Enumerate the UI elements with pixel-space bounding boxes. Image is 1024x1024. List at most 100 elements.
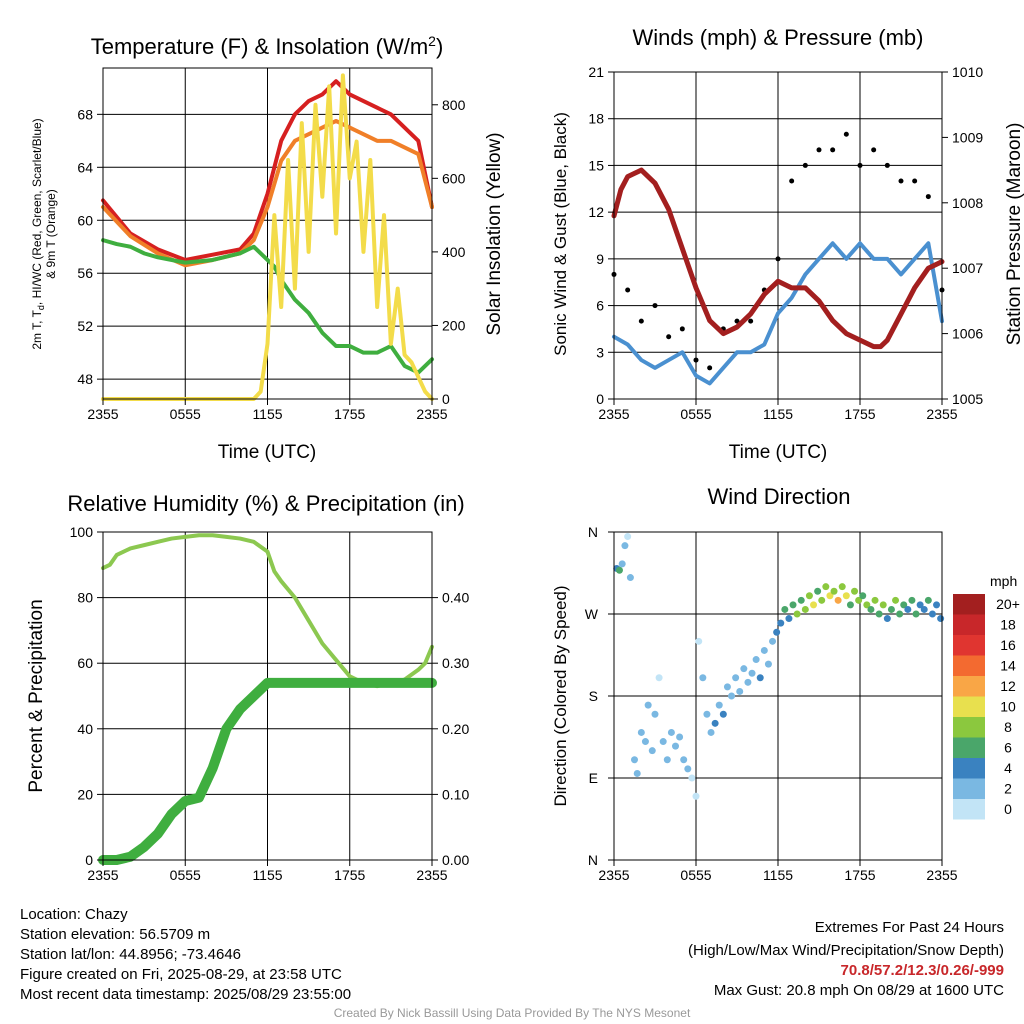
- x-tick-label: 2355: [598, 406, 629, 422]
- temperature-axes: 2355 0555 1155 1755 2355 48 52 56 60 64 68 0 200 400 6…: [77, 67, 466, 422]
- speed-legend: 20+ 18 16 14 12 10 8 6 4 2 0: [953, 594, 1020, 820]
- legend-swatch: [953, 635, 985, 656]
- y-tick-label: 6: [596, 298, 604, 314]
- direction-point: [834, 596, 842, 604]
- direction-point: [744, 678, 752, 686]
- recent-text: Most recent data timestamp: 2025/08/29 2…: [20, 986, 352, 1003]
- direction-point: [900, 601, 908, 609]
- direction-point: [855, 596, 863, 604]
- direction-point: [760, 646, 768, 654]
- direction-point: [797, 596, 805, 604]
- direction-point: [752, 656, 760, 664]
- direction-point: [615, 566, 623, 574]
- legend-label: 18: [1000, 617, 1016, 633]
- gust-point: [912, 178, 918, 184]
- direction-point: [644, 701, 652, 709]
- credit-text: Created By Nick Bassill Using Data Provi…: [333, 1006, 691, 1020]
- humidity-series: [98, 533, 437, 865]
- wind-axes: 2355 0555 1155 1755 235503691215182110051006…: [588, 64, 983, 422]
- temperature-xlabel: Time (UTC): [218, 442, 317, 463]
- direction-point: [883, 615, 891, 623]
- direction-point: [641, 738, 649, 746]
- elevation-text: Station elevation: 56.5709 m: [20, 926, 211, 943]
- plot-frame: [102, 531, 433, 861]
- direction-point: [631, 756, 638, 764]
- direction-point: [904, 605, 912, 613]
- y-right-tick-label: 0.00: [442, 852, 469, 868]
- direction-point: [637, 728, 645, 736]
- y-tick-label: 60: [77, 655, 93, 671]
- max-gust-text: Max Gust: 20.8 mph On 08/29 at 1600 UTC: [713, 982, 1004, 999]
- y-tick-label: 3: [596, 344, 604, 360]
- direction-point: [846, 601, 854, 609]
- created-text: Figure created on Fri, 2025-08-29, at 23…: [20, 966, 342, 983]
- y-tick-label: N: [588, 524, 598, 540]
- legend-swatch: [953, 655, 985, 676]
- x-tick-label: 1155: [252, 867, 282, 883]
- y-tick-label: 21: [588, 64, 604, 80]
- humidity-ylabel-left: Percent & Precipitation: [26, 599, 47, 792]
- legend-swatch: [953, 778, 985, 799]
- temperature-ylabel-right: Solar Insolation (Yellow): [484, 132, 505, 335]
- x-tick-label: 2355: [87, 406, 118, 422]
- legend-swatch: [953, 799, 985, 820]
- direction-point: [764, 660, 772, 668]
- legend-swatch: [953, 594, 985, 615]
- direction-point: [703, 710, 711, 718]
- y-tick-label: N: [588, 852, 598, 868]
- y-tick-label: 64: [77, 159, 93, 175]
- direction-point: [842, 592, 850, 600]
- direction-point: [707, 728, 715, 736]
- wind-grid: [614, 71, 942, 400]
- direction-panel: Wind Direction 2355 0555 1155 1755 2355NESWN…: [551, 484, 1020, 883]
- y-tick-label: 9: [596, 251, 604, 267]
- y-tick-label: 12: [588, 204, 604, 220]
- x-tick-label: 2355: [598, 867, 629, 883]
- direction-title: Wind Direction: [707, 484, 850, 509]
- extremes-block: Extremes For Past 24 Hours (High/Low/Max…: [688, 918, 1004, 1001]
- y-right-tick-label: 0.40: [442, 590, 469, 606]
- x-tick-label: 0555: [680, 867, 711, 883]
- legend-label: 2: [1004, 781, 1012, 797]
- direction-point: [633, 769, 641, 777]
- y-tick-label: E: [589, 770, 598, 786]
- direction-point: [684, 765, 692, 773]
- y-right-tick-label: 600: [442, 170, 466, 186]
- y-tick-label: 0: [85, 852, 93, 868]
- gust-point: [748, 318, 754, 324]
- direction-point: [781, 605, 789, 613]
- direction-point: [728, 692, 736, 700]
- y-tick-label: 56: [77, 265, 93, 281]
- direction-point: [896, 610, 904, 618]
- latlon-text: Station lat/lon: 44.8956; -73.4646: [20, 946, 242, 963]
- direction-point: [672, 742, 679, 750]
- direction-point: [667, 728, 675, 736]
- direction-point: [719, 710, 727, 718]
- legend-label: 6: [1004, 740, 1012, 756]
- humidity-title: Relative Humidity (%) & Precipitation (i…: [67, 491, 464, 516]
- direction-point: [688, 774, 696, 782]
- direction-point: [830, 587, 838, 595]
- direction-point: [863, 601, 871, 609]
- sonic-wind-line: [612, 241, 944, 386]
- direction-point: [920, 605, 928, 613]
- direction-point: [769, 637, 777, 645]
- direction-point: [933, 601, 941, 609]
- precipitation-line: [98, 677, 437, 865]
- humidity-grid: [103, 531, 432, 861]
- wind-title: Winds (mph) & Pressure (mb): [633, 25, 924, 50]
- direction-point: [676, 733, 684, 741]
- direction-point: [626, 574, 634, 582]
- direction-point: [793, 610, 801, 618]
- y-tick-label: W: [585, 606, 599, 622]
- direction-point: [692, 792, 700, 800]
- y-tick-label: 100: [70, 524, 94, 540]
- wind-panel: Winds (mph) & Pressure (mb) 2355 0555 1155…: [551, 25, 1024, 463]
- y-tick-label: S: [589, 688, 598, 704]
- legend-label: 4: [1004, 760, 1012, 776]
- direction-point: [651, 710, 659, 718]
- series-0-line: [101, 79, 434, 262]
- x-tick-label: 0555: [170, 406, 201, 422]
- legend-label: 16: [1000, 637, 1016, 653]
